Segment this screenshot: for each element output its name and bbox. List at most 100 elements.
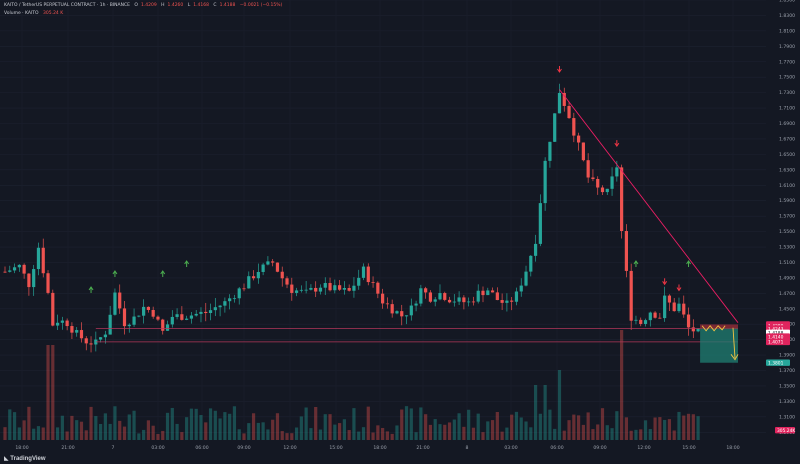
candle-body[interactable] [156,316,160,320]
candle-body[interactable] [27,273,31,288]
candle-body[interactable] [543,160,547,204]
candle-body[interactable] [381,293,385,304]
candle-body[interactable] [151,309,155,317]
candle-body[interactable] [371,282,375,283]
candle-body[interactable] [41,247,45,274]
candle-body[interactable] [567,105,571,119]
candle-body[interactable] [17,264,21,268]
candle-body[interactable] [55,322,60,326]
candle-body[interactable] [218,305,222,308]
candle-body[interactable] [314,287,318,292]
candle-body[interactable] [591,177,595,179]
candle-body[interactable] [290,284,294,293]
candle-body[interactable] [118,292,122,309]
candle-body[interactable] [65,320,69,327]
candle-body[interactable] [691,327,695,332]
candle-body[interactable] [658,317,662,319]
candle-body[interactable] [562,92,566,106]
candle-body[interactable] [385,303,389,305]
candle-body[interactable] [89,343,93,345]
candle-body[interactable] [175,314,179,317]
candle-body[interactable] [223,301,227,306]
candle-body[interactable] [486,290,490,296]
candle-body[interactable] [228,298,232,302]
candle-body[interactable] [443,293,447,300]
candle-body[interactable] [696,328,700,332]
candle-body[interactable] [514,291,519,302]
candle-body[interactable] [256,271,260,279]
candle-body[interactable] [113,292,117,315]
candle-body[interactable] [22,264,26,274]
candle-body[interactable] [170,316,174,325]
candle-body[interactable] [146,306,150,310]
target-zone-box[interactable] [700,328,738,363]
candle-body[interactable] [60,320,64,323]
candle-body[interactable] [457,297,461,302]
candle-body[interactable] [600,187,605,193]
candle-body[interactable] [285,278,289,285]
candle-body[interactable] [596,178,600,188]
candle-body[interactable] [36,247,41,270]
candle-body[interactable] [251,276,256,279]
candle-body[interactable] [108,314,112,335]
candle-body[interactable] [84,338,88,344]
candle-body[interactable] [610,176,614,189]
candle-body[interactable] [376,282,380,294]
candle-body[interactable] [433,299,437,302]
candle-body[interactable] [639,319,643,324]
candle-body[interactable] [237,288,241,299]
candle-body[interactable] [352,285,356,291]
candle-body[interactable] [309,287,313,290]
candle-body[interactable] [400,311,404,317]
candle-body[interactable] [663,295,667,319]
candle-body[interactable] [122,308,127,327]
candle-body[interactable] [553,113,557,142]
candle-body[interactable] [581,142,585,161]
candle-body[interactable] [519,285,523,292]
candle-body[interactable] [132,316,136,325]
candle-body[interactable] [338,285,342,290]
candle-body[interactable] [127,324,131,327]
candle-body[interactable] [323,283,327,288]
candle-body[interactable] [271,261,275,263]
candle-body[interactable] [12,267,17,271]
candle-body[interactable] [452,301,456,303]
candle-body[interactable] [390,304,394,314]
candle-body[interactable] [438,293,442,300]
candle-body[interactable] [75,330,79,333]
candle-body[interactable] [165,324,170,331]
candle-body[interactable] [395,311,399,314]
candle-body[interactable] [629,270,633,321]
candle-body[interactable] [605,188,609,193]
candle-body[interactable] [634,319,638,321]
candle-body[interactable] [161,319,165,331]
downtrend-line[interactable] [559,89,739,323]
candle-body[interactable] [357,277,361,286]
candle-body[interactable] [299,289,303,291]
candle-body[interactable] [99,337,103,340]
candle-body[interactable] [46,273,50,293]
candle-body[interactable] [424,288,428,293]
candle-body[interactable] [409,305,413,316]
candle-body[interactable] [577,135,581,143]
candle-body[interactable] [572,118,576,136]
candle-body[interactable] [467,301,471,303]
candle-body[interactable] [672,302,676,312]
candle-body[interactable] [677,303,681,312]
candle-body[interactable] [208,310,213,314]
candle-body[interactable] [70,326,74,333]
candle-body[interactable] [79,330,84,339]
candle-body[interactable] [643,320,648,324]
tradingview-logo[interactable]: ◣ TradingView [4,455,46,462]
candle-body[interactable] [490,290,495,293]
candle-body[interactable] [189,315,194,319]
candle-body[interactable] [137,315,141,317]
candle-body[interactable] [653,312,657,318]
candle-body[interactable] [462,297,466,303]
candle-body[interactable] [242,288,246,290]
candle-body[interactable] [414,303,418,306]
volume-label[interactable]: Volume · KAITO [4,11,39,16]
candle-body[interactable] [51,292,55,326]
candle-body[interactable] [3,271,7,273]
candle-body[interactable] [624,231,628,271]
